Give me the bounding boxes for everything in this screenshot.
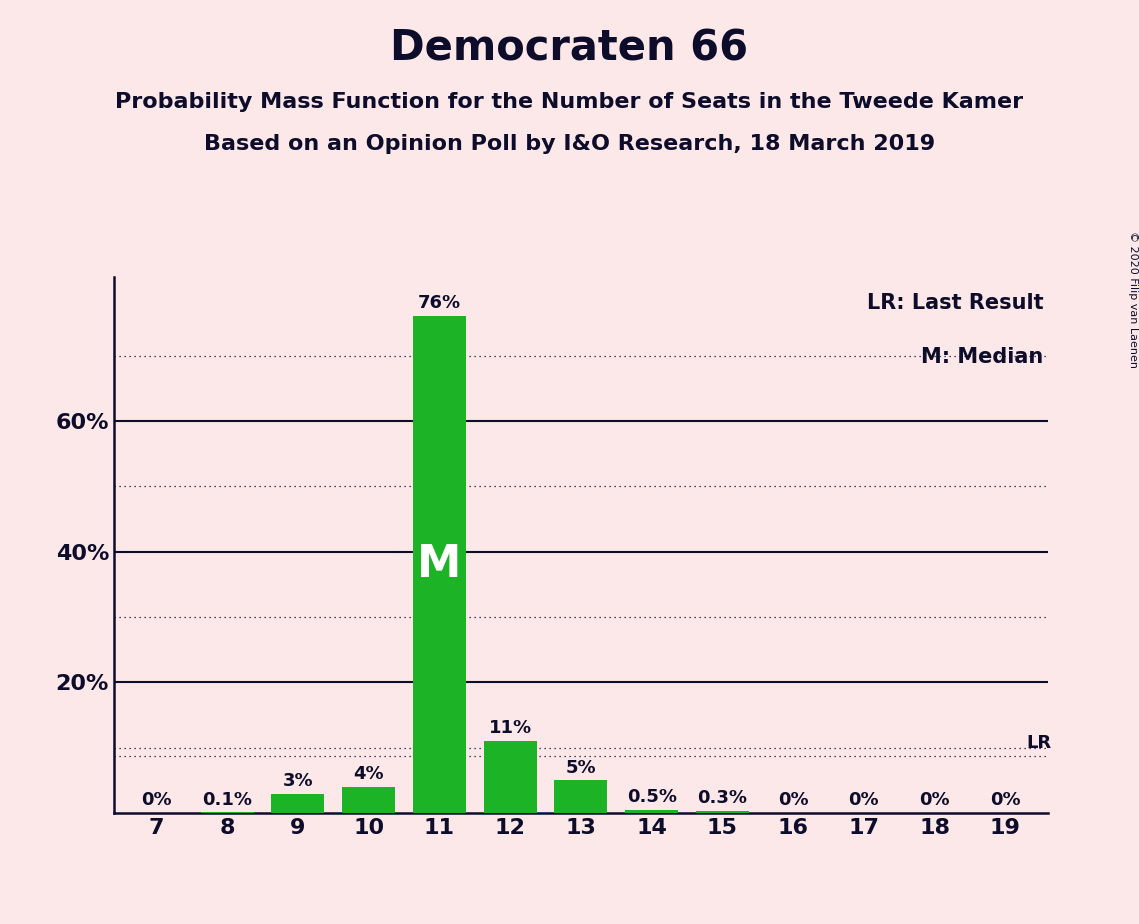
Text: M: M xyxy=(417,543,461,586)
Text: 0%: 0% xyxy=(990,791,1021,809)
Text: 0.3%: 0.3% xyxy=(697,789,747,808)
Bar xyxy=(625,809,678,813)
Text: © 2020 Filip van Laenen: © 2020 Filip van Laenen xyxy=(1129,231,1138,368)
Bar xyxy=(342,787,395,813)
Bar xyxy=(555,781,607,813)
Text: LR: LR xyxy=(1026,735,1051,752)
Text: M: Median: M: Median xyxy=(921,346,1043,367)
Text: 0%: 0% xyxy=(849,791,879,809)
Text: 5%: 5% xyxy=(566,759,596,776)
Text: 11%: 11% xyxy=(489,719,532,737)
Text: 3%: 3% xyxy=(282,772,313,790)
Text: 4%: 4% xyxy=(353,765,384,783)
Bar xyxy=(271,794,325,813)
Text: Democraten 66: Democraten 66 xyxy=(391,28,748,69)
Text: LR: Last Result: LR: Last Result xyxy=(867,293,1043,313)
Bar xyxy=(484,741,536,813)
Text: Based on an Opinion Poll by I&O Research, 18 March 2019: Based on an Opinion Poll by I&O Research… xyxy=(204,134,935,154)
Text: 76%: 76% xyxy=(418,295,461,312)
Bar xyxy=(696,811,749,813)
Text: 0%: 0% xyxy=(778,791,809,809)
Text: 0.5%: 0.5% xyxy=(626,788,677,806)
Text: 0%: 0% xyxy=(141,791,172,809)
Text: 0%: 0% xyxy=(919,791,950,809)
Bar xyxy=(412,316,466,813)
Text: Probability Mass Function for the Number of Seats in the Tweede Kamer: Probability Mass Function for the Number… xyxy=(115,92,1024,113)
Text: 0.1%: 0.1% xyxy=(202,791,252,808)
